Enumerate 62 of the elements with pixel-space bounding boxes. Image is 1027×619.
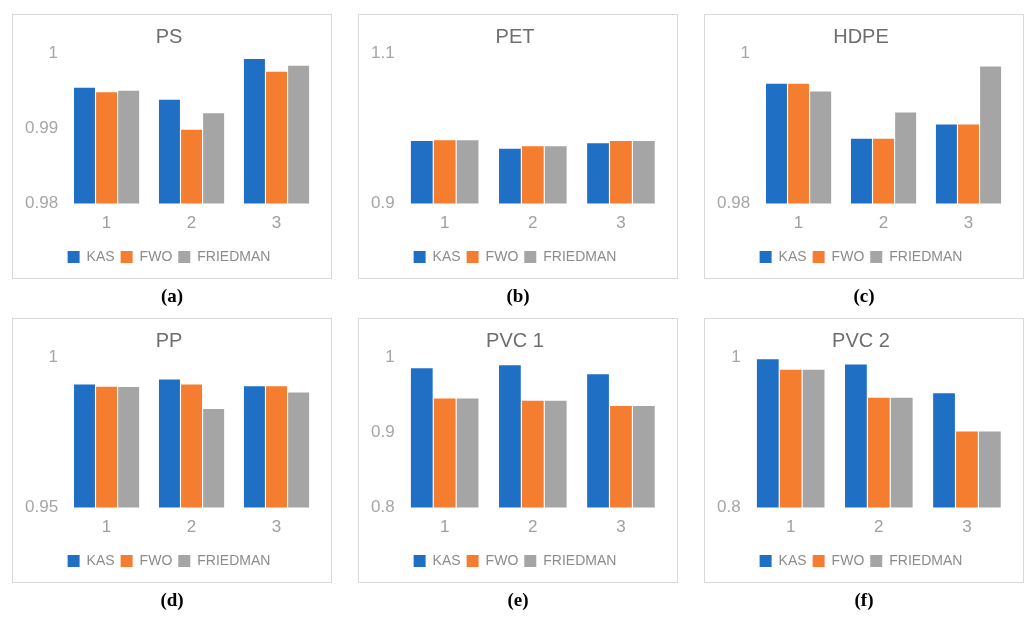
text: (f) xyxy=(853,589,875,611)
chart-title: PS xyxy=(155,24,183,47)
text: (a) xyxy=(159,285,185,307)
legend-label: FRIEDMAN xyxy=(889,247,963,264)
x-tick-label: 2 xyxy=(528,213,538,233)
text: (e) xyxy=(506,589,530,611)
y-tick-label: 0.98 xyxy=(24,193,59,213)
y-tick-label: 0.9 xyxy=(370,193,395,213)
x-tick-label: 2 xyxy=(528,517,538,537)
x-tick-label: 1 xyxy=(101,517,112,537)
y-tick-label: 1 xyxy=(48,42,59,62)
x-tick-label: 1 xyxy=(785,517,796,537)
legend-label: FWO xyxy=(139,551,173,568)
x-tick-label: 1 xyxy=(101,213,112,233)
legend-label: FRIEDMAN xyxy=(197,247,271,264)
legend-label: KAS xyxy=(778,551,807,568)
legend-label: FWO xyxy=(139,247,173,264)
x-tick-label: 3 xyxy=(616,213,626,233)
x-tick-label: 3 xyxy=(616,517,626,537)
y-tick-label: 0.98 xyxy=(716,193,751,213)
x-tick-label: 1 xyxy=(439,213,450,233)
y-tick-label: 1 xyxy=(385,346,395,366)
y-tick-label: 0.99 xyxy=(24,117,59,137)
legend-label: KAS xyxy=(432,551,461,568)
chart-title: PET xyxy=(495,24,535,47)
chart-title: PP xyxy=(155,328,183,351)
y-tick-label: 1 xyxy=(48,346,59,366)
x-tick-label: 2 xyxy=(186,213,197,233)
legend-label: KAS xyxy=(432,247,461,264)
chart-title: HDPE xyxy=(833,24,889,47)
chart-title: PVC 1 xyxy=(486,328,544,351)
legend-label: KAS xyxy=(86,551,115,568)
legend-label: FRIEDMAN xyxy=(197,551,271,568)
x-tick-label: 1 xyxy=(793,213,804,233)
legend-label: FWO xyxy=(485,551,519,568)
legend-label: KAS xyxy=(778,247,807,264)
text: (c) xyxy=(852,285,876,307)
legend-label: FRIEDMAN xyxy=(889,551,963,568)
legend-label: KAS xyxy=(86,247,115,264)
y-tick-label: 0.9 xyxy=(370,421,395,441)
x-tick-label: 2 xyxy=(874,517,884,537)
y-tick-label: 0.95 xyxy=(24,497,59,517)
x-tick-label: 3 xyxy=(962,517,972,537)
text: (b) xyxy=(505,285,531,307)
legend-label: FWO xyxy=(831,247,865,264)
x-tick-label: 3 xyxy=(963,213,974,233)
x-tick-label: 3 xyxy=(271,213,282,233)
x-tick-label: 3 xyxy=(271,517,282,537)
y-tick-label: 1 xyxy=(731,346,741,366)
x-tick-label: 1 xyxy=(439,517,450,537)
legend-label: FWO xyxy=(485,247,519,264)
legend-label: FRIEDMAN xyxy=(543,247,617,264)
text: (d) xyxy=(159,589,185,611)
x-tick-label: 2 xyxy=(186,517,197,537)
y-tick-label: 0.8 xyxy=(716,497,741,517)
x-tick-label: 2 xyxy=(878,213,889,233)
legend-label: FWO xyxy=(831,551,865,568)
legend-label: FRIEDMAN xyxy=(543,551,617,568)
y-tick-label: 0.8 xyxy=(370,497,395,517)
chart-title: PVC 2 xyxy=(832,328,890,351)
y-tick-label: 1 xyxy=(740,42,751,62)
y-tick-label: 1.1 xyxy=(370,42,395,62)
